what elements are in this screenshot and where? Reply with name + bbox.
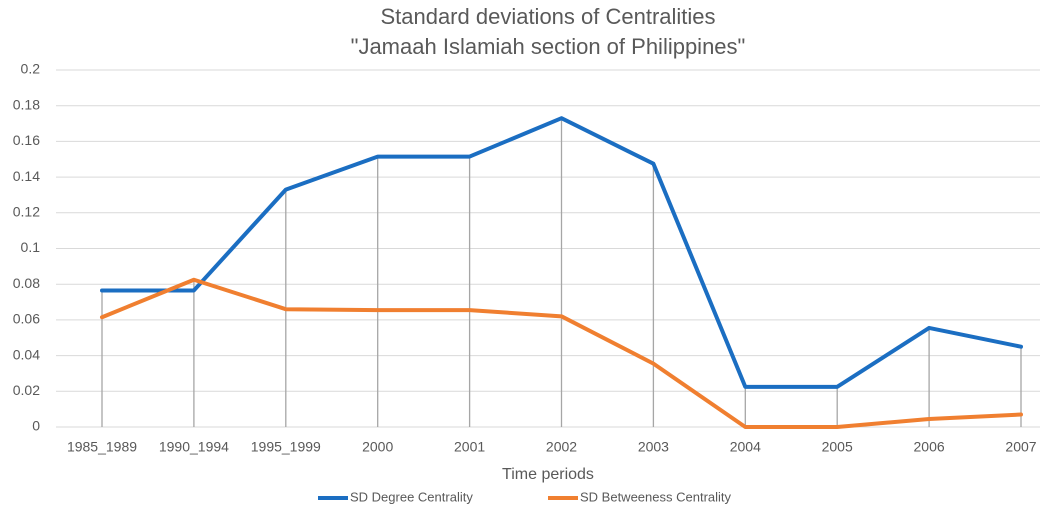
x-tick-label: 1990_1994 <box>159 439 229 455</box>
x-tick-label: 2005 <box>822 439 853 455</box>
x-tick-label: 2002 <box>546 439 577 455</box>
y-tick-label: 0.04 <box>13 346 40 362</box>
legend-label: SD Betweeness Centrality <box>580 489 732 504</box>
chart-subtitle: "Jamaah Islamiah section of Philippines" <box>351 34 746 59</box>
x-tick-label: 2006 <box>914 439 945 455</box>
x-tick-label: 1995_1999 <box>251 439 321 455</box>
legend-item: SD Degree Centrality <box>318 489 473 504</box>
y-tick-label: 0.12 <box>13 204 40 220</box>
x-tick-label: 2001 <box>454 439 485 455</box>
y-tick-label: 0.18 <box>13 96 40 112</box>
x-tick-label: 2004 <box>730 439 761 455</box>
legend-label: SD Degree Centrality <box>350 489 473 504</box>
y-tick-label: 0 <box>32 418 40 434</box>
x-axis-label: Time periods <box>502 466 594 483</box>
chart-title: Standard deviations of Centralities <box>380 4 715 29</box>
y-tick-label: 0.14 <box>13 168 40 184</box>
y-tick-label: 0.16 <box>13 132 40 148</box>
x-tick-label: 1985_1989 <box>67 439 137 455</box>
y-tick-label: 0.2 <box>21 61 41 77</box>
series-line <box>100 277 1023 429</box>
y-tick-label: 0.02 <box>13 382 40 398</box>
y-tick-label: 0.08 <box>13 275 40 291</box>
x-tick-label: 2007 <box>1005 439 1036 455</box>
y-tick-label: 0.1 <box>21 239 41 255</box>
y-tick-label: 0.06 <box>13 311 40 327</box>
x-tick-label: 2003 <box>638 439 669 455</box>
series-line <box>100 116 1023 389</box>
x-tick-label: 2000 <box>362 439 393 455</box>
legend-item: SD Betweeness Centrality <box>548 489 732 504</box>
